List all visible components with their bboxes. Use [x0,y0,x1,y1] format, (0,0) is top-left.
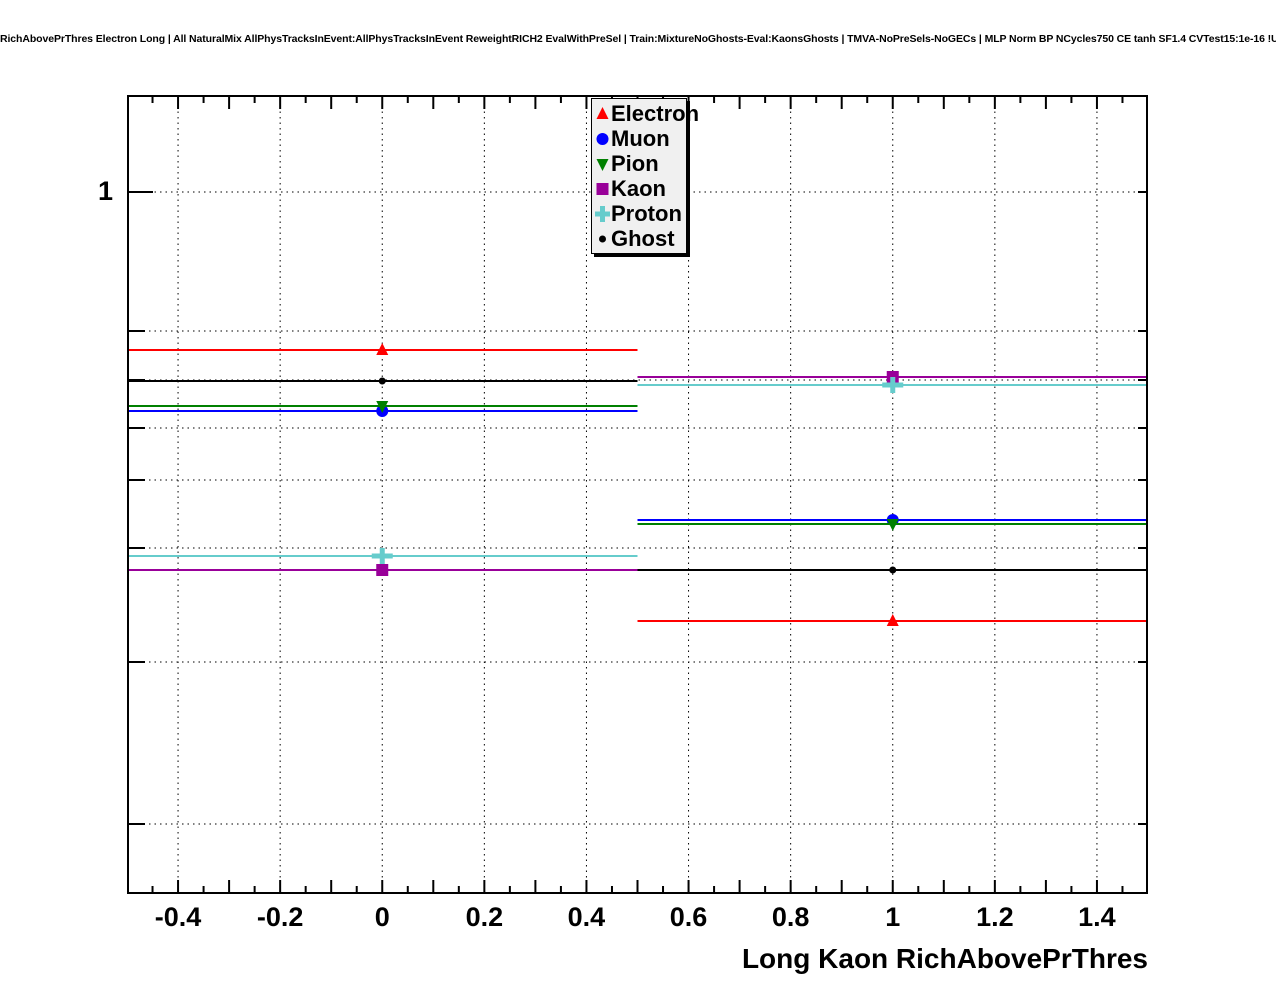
plot-gridlines [127,95,1148,894]
dot-icon [595,230,610,248]
legend-item-label: Muon [611,125,670,151]
cross-icon [595,205,610,223]
x-tick-label: 0.8 [771,902,810,932]
series-ghost [127,377,1148,574]
legend-item-proton[interactable]: Proton [592,201,686,226]
x-tick-label: 0.4 [567,902,606,932]
series-electron [127,343,1148,626]
y-axis-tick-label: 1 [97,176,113,206]
x-tick-label: 1.2 [976,902,1014,932]
x-axis-title: Long Kaon RichAbovePrThres [741,943,1148,974]
page-title: RichAbovePrThres Electron Long | All Nat… [0,33,1276,45]
series-proton [127,377,1148,564]
circle-icon [595,130,610,148]
series-pion [127,401,1148,531]
legend-item-label: Kaon [611,175,666,201]
x-tick-label: -0.2 [256,902,304,932]
legend-item-label: Proton [611,200,682,226]
plot-data-layer [127,343,1148,626]
x-tick-label: 1.4 [1078,902,1116,932]
legend-item-label: Pion [611,150,659,176]
legend-item-label: Electron [611,100,700,126]
x-tick-label: 0 [374,902,390,932]
x-tick-label: 1 [885,902,901,932]
legend-item-label: Ghost [611,225,675,251]
legend-item-kaon[interactable]: Kaon [592,176,686,201]
x-tick-label: 0.6 [669,902,708,932]
legend: Electron Muon Pion Kaon Proton Ghost [591,98,699,254]
x-tick-label: -0.4 [154,902,202,932]
legend-item-pion[interactable]: Pion [592,151,686,176]
triangle-down-icon [595,155,610,173]
legend-item-muon[interactable]: Muon [592,126,686,151]
legend-item-ghost[interactable]: Ghost [592,226,686,251]
legend-item-electron[interactable]: Electron [592,101,699,126]
x-tick-label: 0.2 [465,902,504,932]
triangle-up-icon [595,105,610,123]
square-icon [595,180,610,198]
